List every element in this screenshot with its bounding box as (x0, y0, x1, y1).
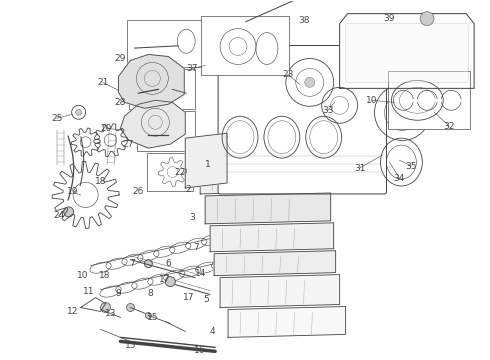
Text: 22: 22 (174, 167, 186, 176)
Circle shape (420, 12, 434, 26)
Circle shape (305, 77, 315, 87)
Text: 5: 5 (203, 295, 209, 304)
Polygon shape (210, 223, 334, 252)
Text: 35: 35 (406, 162, 417, 171)
Text: 8: 8 (147, 289, 153, 298)
Text: 6: 6 (166, 259, 171, 268)
Text: 15: 15 (147, 313, 158, 322)
FancyBboxPatch shape (389, 71, 470, 129)
Polygon shape (119, 54, 184, 108)
Text: 34: 34 (393, 174, 405, 183)
Circle shape (145, 260, 152, 268)
FancyBboxPatch shape (127, 20, 205, 67)
Text: 39: 39 (384, 14, 395, 23)
Text: 7: 7 (194, 243, 199, 252)
Circle shape (146, 312, 151, 319)
FancyBboxPatch shape (147, 153, 193, 191)
Text: 12: 12 (67, 307, 78, 316)
Text: 1: 1 (205, 159, 211, 168)
Text: 10: 10 (366, 96, 377, 105)
Circle shape (165, 276, 175, 287)
Text: 17: 17 (159, 275, 170, 284)
Text: 13: 13 (105, 309, 116, 318)
Text: 23: 23 (282, 70, 294, 79)
Circle shape (100, 302, 111, 312)
Text: 10: 10 (77, 271, 88, 280)
Text: 21: 21 (97, 78, 108, 87)
Text: 32: 32 (443, 122, 455, 131)
Text: 2: 2 (185, 185, 191, 194)
Polygon shape (220, 275, 340, 307)
Circle shape (64, 207, 74, 217)
FancyBboxPatch shape (345, 24, 468, 82)
FancyBboxPatch shape (137, 111, 195, 151)
Polygon shape (185, 133, 227, 188)
Text: 27: 27 (123, 140, 134, 149)
Text: 20: 20 (101, 124, 112, 133)
Text: 9: 9 (116, 289, 122, 298)
Polygon shape (340, 14, 474, 88)
Text: 15: 15 (124, 341, 136, 350)
Text: 16: 16 (195, 346, 206, 355)
Text: 4: 4 (209, 327, 215, 336)
Text: 17: 17 (182, 293, 194, 302)
Text: 38: 38 (298, 16, 310, 25)
Circle shape (75, 109, 82, 115)
Text: 7: 7 (129, 259, 135, 268)
Text: 25: 25 (51, 114, 62, 123)
Text: 31: 31 (354, 163, 366, 172)
Text: 11: 11 (83, 287, 95, 296)
FancyBboxPatch shape (201, 15, 289, 75)
Text: 19: 19 (67, 188, 78, 197)
Text: 18: 18 (99, 271, 110, 280)
Polygon shape (214, 251, 336, 276)
Polygon shape (228, 306, 345, 337)
Text: 29: 29 (115, 54, 126, 63)
Polygon shape (205, 193, 331, 224)
FancyBboxPatch shape (129, 69, 195, 109)
Text: 26: 26 (133, 188, 144, 197)
Circle shape (126, 303, 134, 311)
Text: 24: 24 (53, 211, 64, 220)
FancyBboxPatch shape (218, 45, 387, 194)
Polygon shape (121, 100, 185, 148)
Text: 3: 3 (189, 213, 195, 222)
Text: 18: 18 (95, 177, 106, 186)
Polygon shape (200, 161, 328, 194)
Text: 14: 14 (195, 269, 206, 278)
Text: 33: 33 (322, 106, 333, 115)
Text: 28: 28 (115, 98, 126, 107)
Text: 37: 37 (187, 64, 198, 73)
